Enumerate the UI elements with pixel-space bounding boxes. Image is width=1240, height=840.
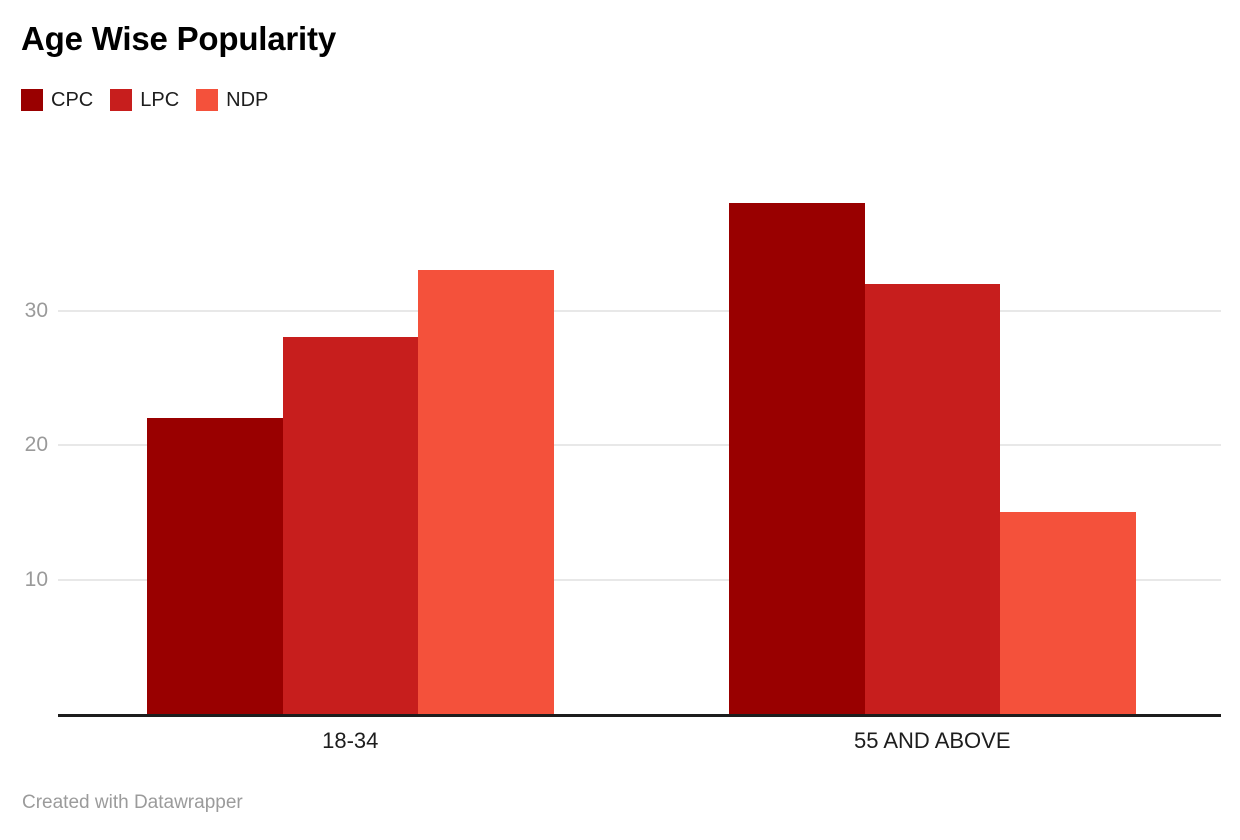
- bar-lpc-18-34[interactable]: [282, 337, 418, 716]
- y-tick-label-20: 20: [24, 433, 48, 456]
- legend-label-cpc: CPC: [51, 89, 94, 111]
- legend-swatch-lpc-icon: [110, 89, 133, 111]
- gridline-30: [58, 309, 1221, 312]
- bar-cpc-18-34[interactable]: [147, 418, 283, 716]
- legend-label-ndp: NDP: [226, 89, 269, 111]
- x-axis-line: [58, 714, 1221, 717]
- legend-item-ndp: NDP: [196, 89, 268, 111]
- bar-ndp-55-and-above[interactable]: [1000, 512, 1136, 716]
- legend-label-lpc: LPC: [140, 89, 180, 111]
- bar-cpc-55-and-above[interactable]: [729, 202, 865, 716]
- gridline-20: [58, 444, 1221, 446]
- legend-swatch-cpc-icon: [21, 89, 43, 111]
- gridline-10: [58, 578, 1221, 581]
- legend-item-cpc: CPC: [21, 89, 93, 111]
- attribution-text: Created with Datawrapper: [22, 792, 243, 813]
- chart-title: Age Wise Popularity: [21, 20, 336, 57]
- chart-legend: CPC LPC NDP: [21, 89, 268, 111]
- bar-ndp-18-34[interactable]: [418, 270, 554, 716]
- x-axis-label-55-and-above: 55 AND ABOVE: [853, 728, 1011, 753]
- y-tick-label-10: 10: [24, 567, 48, 591]
- x-axis-label-18-34: 18-34: [322, 728, 379, 753]
- legend-swatch-ndp-icon: [196, 89, 219, 111]
- bar-lpc-55-and-above[interactable]: [864, 283, 1000, 716]
- y-tick-label-30: 30: [24, 298, 48, 322]
- legend-item-lpc: LPC: [110, 89, 179, 111]
